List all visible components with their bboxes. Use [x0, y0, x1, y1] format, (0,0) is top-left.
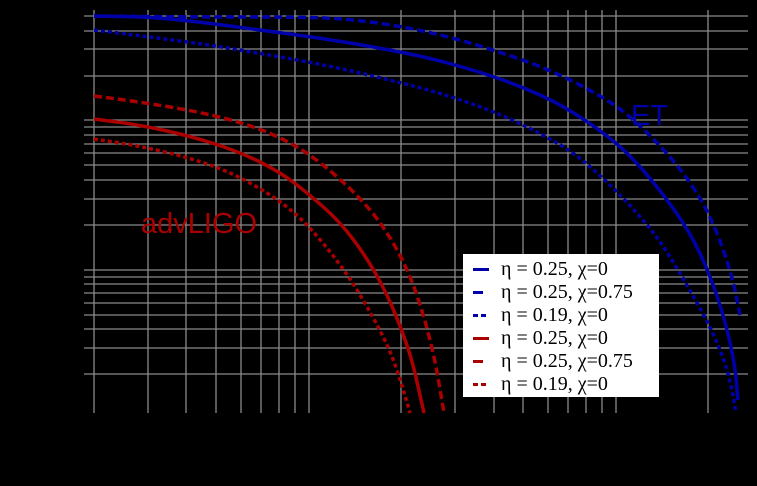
- legend-label: η = 0.25, χ=0: [501, 327, 608, 349]
- series-line: [93, 117, 426, 414]
- legend-label: η = 0.19, χ=0: [501, 304, 608, 326]
- dashed-line-swatch-icon: [471, 357, 493, 367]
- legend-entry: η = 0.25, χ=0.75: [471, 281, 653, 304]
- dotted-line-swatch-icon: [471, 311, 493, 321]
- legend-entry: η = 0.25, χ=0.75: [471, 350, 653, 373]
- legend-label: η = 0.25, χ=0.75: [501, 350, 633, 372]
- legend-label: η = 0.19, χ=0: [501, 373, 608, 395]
- solid-line-swatch-icon: [471, 334, 493, 344]
- legend-entry: η = 0.19, χ=0: [471, 304, 653, 327]
- dashed-line-swatch-icon: [471, 288, 493, 298]
- dotted-line-swatch-icon: [471, 380, 493, 390]
- series-line: [93, 137, 412, 414]
- series-line: [93, 14, 740, 401]
- series-line: [93, 94, 446, 414]
- series-line: [93, 14, 742, 316]
- legend: η = 0.25, χ=0 η = 0.25, χ=0.75 η = 0.19,…: [463, 254, 659, 397]
- legend-entry: η = 0.25, χ=0: [471, 258, 653, 281]
- et-annotation: ET: [631, 100, 669, 132]
- legend-label: η = 0.25, χ=0.75: [501, 281, 633, 303]
- solid-line-swatch-icon: [471, 265, 493, 275]
- series-line: [93, 28, 738, 413]
- legend-entry: η = 0.19, χ=0: [471, 373, 653, 396]
- advligo-annotation: advLIGO: [141, 208, 258, 240]
- legend-label: η = 0.25, χ=0: [501, 258, 608, 280]
- legend-entry: η = 0.25, χ=0: [471, 327, 653, 350]
- data-series: [93, 14, 742, 414]
